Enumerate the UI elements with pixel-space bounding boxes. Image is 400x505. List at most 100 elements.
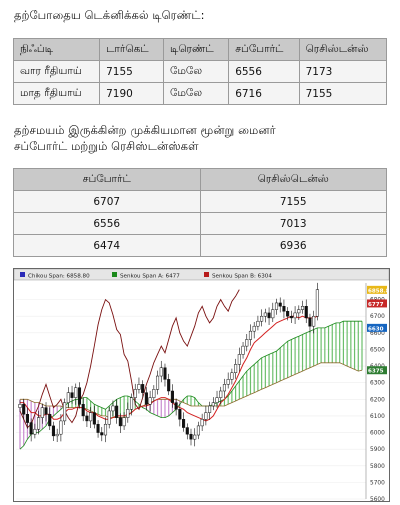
candle-body [196,425,200,436]
candle-body [25,414,29,423]
candle-body [40,407,44,418]
candle-body [289,315,293,319]
candle-body [63,402,67,422]
candle-body [282,306,286,312]
candle-body [315,289,319,317]
candle-body [182,418,186,428]
table-cell: 6707 [13,190,201,213]
candle-body [103,423,108,436]
y-tick-label: 5600 [370,497,385,501]
candle-body [74,387,78,398]
candle-body [260,315,264,322]
candle-body [152,389,156,398]
candle-body [312,315,316,327]
table-row: மாத ரீதியாய் 7190 மேலே 6716 7155 [12,82,388,105]
table-cell: 7155 [199,190,387,213]
price-label-box [367,366,387,375]
candle-body [126,409,130,418]
legend-label: Senkou Span A: 6477 [120,274,180,280]
candle-body [234,364,238,373]
candle-body [148,397,152,405]
table-cell: 7190 [99,82,164,105]
candle-body [115,405,119,418]
price-label-box [367,299,387,308]
legend-swatch [204,272,209,277]
candle-body [308,317,312,327]
candle-body [189,433,193,440]
candle-body [174,402,178,410]
candle-body [286,310,290,317]
candle-body [263,312,267,317]
candle-body [37,417,41,430]
header-nifty: நிஃப்டி [12,38,101,61]
candle-body [215,397,219,403]
table-cell: 7155 [298,82,388,105]
candle-body [200,418,204,427]
header-resistance: ரெசிஸ்டன்ஸ் [298,38,388,61]
candle-body [300,306,305,310]
table-cell: வார ரீதியாய் [12,60,101,83]
candle-body [159,367,163,377]
candle-body [48,414,52,427]
candle-body [122,417,126,427]
senkou-span-a-line [19,320,362,450]
kijun-sen-line [20,315,318,422]
trend-table: நிஃப்டி டார்கெட் டிரெண்ட் சப்போர்ட் ரெசி… [12,38,388,105]
candle-body [193,434,197,440]
candle-body [248,330,253,340]
price-label-text: 6858.80 [368,288,389,294]
candle-body [22,404,26,415]
candle-body [111,405,115,412]
candle-body [70,392,74,398]
legend-label: Senkou Span B: 6304 [212,274,272,280]
candle-body [29,422,33,435]
candle-body [167,379,171,392]
table-row: 6556 7013 [13,212,387,235]
candle-body [137,384,141,390]
candle-body [178,409,182,420]
y-tick-label: 6300 [370,381,385,387]
table-cell: 6474 [13,234,201,257]
support-resistance-table: சப்போர்ட் ரெசிஸ்டென்ஸ் 6707 7155 6556 70… [13,168,387,257]
section-heading-trend: தற்போதைய டெக்னிக்கல் டிரெண்ட்: [14,8,205,22]
candle-body [107,410,111,425]
legend-swatch [112,272,117,277]
candle-body [241,345,245,355]
price-label-text: 6630 [368,326,384,332]
y-tick-label: 6100 [370,414,385,420]
table-cell: 6556 [13,212,201,235]
candle-body [85,415,89,422]
candle-body [100,432,104,436]
table-cell: 6936 [199,234,387,257]
section-heading-levels-line2: சப்போர்ட் மற்றும் ரெசிஸ்டன்ஸ்கள் [14,139,199,153]
header-trend: டிரெண்ட் [162,38,230,61]
candle-body [208,405,212,413]
candle-body [144,392,148,405]
chart-svg: Chikou Span: 6858.80 Senkou Span A: 6477 S… [13,268,394,503]
table-row: 6474 6936 [13,234,387,257]
price-label-text: 6375 [368,369,384,375]
candle-body [118,417,122,427]
candle-body [219,390,223,398]
candle-body [44,407,48,415]
ichimoku-chart: Chikou Span: 6858.80 Senkou Span A: 6477 S… [13,268,394,503]
candle-body [59,420,63,435]
header-resistance: ரெசிஸ்டென்ஸ் [199,168,387,191]
candle-body [256,320,260,327]
table-cell: 7013 [199,212,387,235]
candle-body [274,302,279,310]
price-label-box [367,323,387,332]
price-label-box [367,285,387,294]
y-tick-label: 6700 [370,314,385,320]
candle-body [252,325,256,332]
table-row: 6707 7155 [13,190,387,213]
candle-body [278,302,282,307]
candle-body [155,375,160,390]
header-target: டார்கெட் [99,38,164,61]
candle-body [77,387,82,405]
table-header-row: சப்போர்ட் ரெசிஸ்டென்ஸ் [13,168,387,191]
y-tick-label: 6000 [370,431,385,437]
candle-body [92,412,96,425]
candle-body [304,306,308,319]
table-row: வார ரீதியாய் 7155 மேலே 6556 7173 [12,60,388,83]
